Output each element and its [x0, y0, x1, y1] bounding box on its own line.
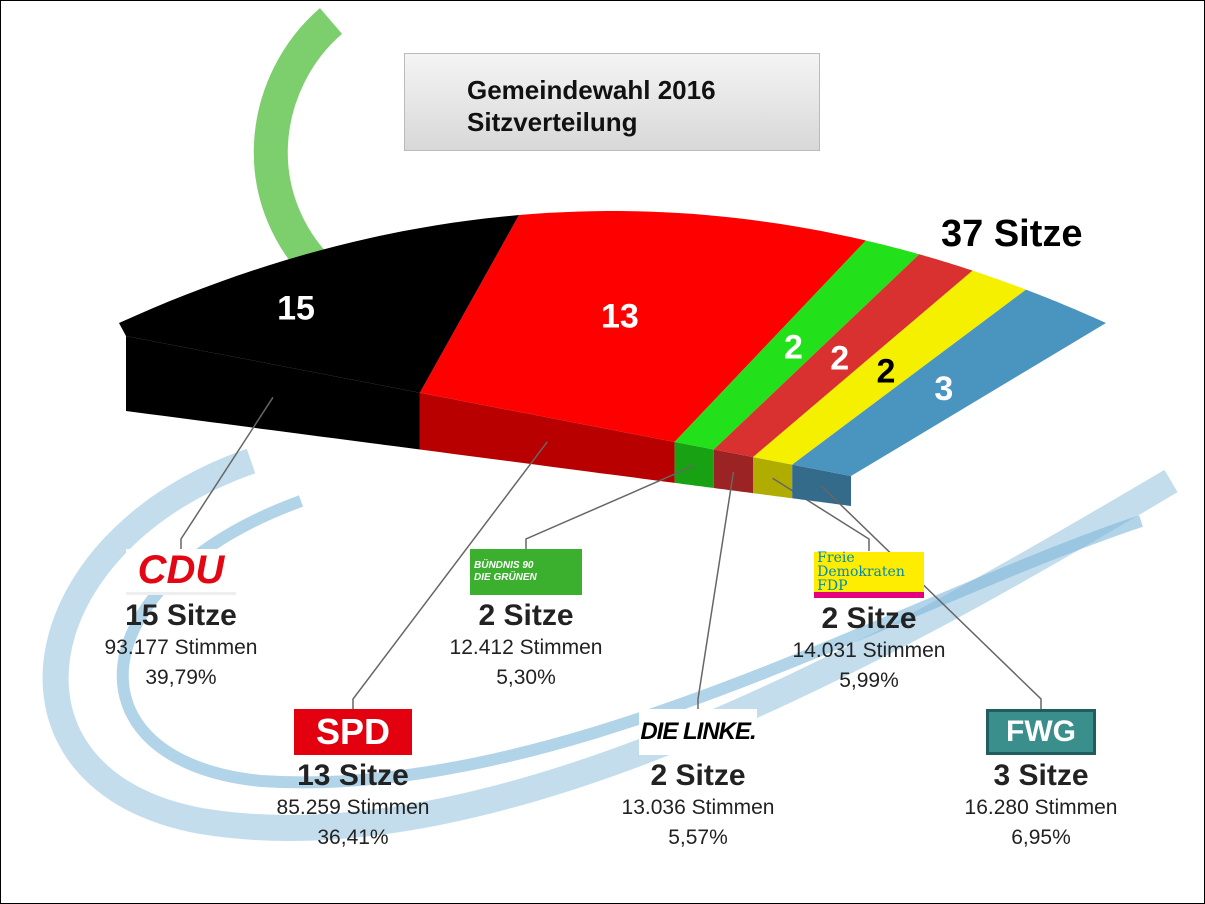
- party-block: Freie Demokraten FDP 2 Sitze 14.031 Stimme…: [749, 549, 989, 696]
- chart-title: Gemeindewahl 2016: [467, 75, 716, 105]
- decor-swoosh: [116, 495, 1143, 789]
- seat-segment: [713, 254, 973, 494]
- seat-label: 2 Sitze: [478, 599, 574, 632]
- segment-front: [713, 449, 753, 494]
- percent-label: 5,30%: [496, 666, 556, 689]
- seat-count: 2: [876, 352, 895, 390]
- party-block: BÜNDNIS 90 DIE GRÜNEN 2 Sitze 12.412 Stimm…: [406, 549, 646, 693]
- party-logo: FWG: [986, 709, 1096, 755]
- seat-count: 2: [830, 340, 849, 378]
- segment-front: [126, 336, 420, 450]
- title-box: Gemeindewahl 2016 Sitzverteilung: [404, 53, 820, 151]
- seat-segment: [419, 211, 866, 483]
- segment-top: [674, 240, 920, 450]
- seat-label: 3 Sitze: [993, 759, 1089, 792]
- decor-swoosh: [253, 8, 343, 294]
- party-block: SPD 13 Sitze 85.259 Stimmen 36,41%: [233, 709, 473, 853]
- seat-segment: [119, 215, 520, 450]
- seat-label: 15 Sitze: [125, 599, 237, 632]
- segment-front: [674, 441, 714, 488]
- percent-label: 39,79%: [145, 666, 217, 689]
- leader-line: [525, 464, 695, 551]
- party-block: DIE LINKE. 2 Sitze 13.036 Stimmen 5,57%: [578, 709, 818, 853]
- decor-swoosh: [42, 448, 1178, 841]
- total-seats: 37 Sitze: [941, 213, 1083, 255]
- seat-segment: [674, 240, 920, 488]
- segment-top: [419, 211, 866, 442]
- vote-label: 85.259 Stimmen: [276, 796, 430, 819]
- seat-count: 3: [934, 370, 953, 408]
- percent-label: 5,99%: [839, 669, 899, 692]
- leader-line: [180, 396, 274, 551]
- seat-count: 13: [601, 298, 639, 336]
- segment-top: [792, 289, 1106, 476]
- segment-front: [753, 457, 793, 499]
- segment-front: [419, 392, 675, 483]
- vote-label: 14.031 Stimmen: [792, 639, 946, 662]
- party-logo: DIE LINKE.: [639, 709, 757, 755]
- leader-line: [697, 471, 735, 711]
- seat-label: 13 Sitze: [297, 759, 409, 792]
- party-block: FWG 3 Sitze 16.280 Stimmen 6,95%: [921, 709, 1161, 853]
- vote-label: 93.177 Stimmen: [104, 636, 258, 659]
- percent-label: 36,41%: [317, 826, 389, 849]
- segment-front: [792, 464, 851, 506]
- seat-label: 2 Sitze: [821, 602, 917, 635]
- seat-label: 2 Sitze: [650, 759, 746, 792]
- segment-top: [119, 215, 520, 393]
- segment-top: [753, 270, 1026, 465]
- party-logo: BÜNDNIS 90 DIE GRÜNEN: [470, 549, 582, 595]
- chart-subtitle: Sitzverteilung: [467, 107, 638, 137]
- vote-label: 12.412 Stimmen: [449, 636, 603, 659]
- seat-segment: [753, 270, 1026, 499]
- seat-count: 15: [277, 289, 315, 327]
- party-logo: CDU: [126, 548, 236, 595]
- seat-count: 2: [784, 328, 803, 366]
- percent-label: 5,57%: [668, 826, 728, 849]
- leader-line: [352, 441, 548, 711]
- seat-segment: [792, 289, 1106, 506]
- party-logo: SPD: [294, 709, 412, 755]
- percent-label: 6,95%: [1011, 826, 1071, 849]
- vote-label: 16.280 Stimmen: [964, 796, 1118, 819]
- vote-label: 13.036 Stimmen: [621, 796, 775, 819]
- party-logo: Freie Demokraten FDP: [814, 551, 924, 598]
- segment-top: [713, 254, 973, 458]
- party-block: CDU 15 Sitze 93.177 Stimmen 39,79%: [61, 548, 301, 693]
